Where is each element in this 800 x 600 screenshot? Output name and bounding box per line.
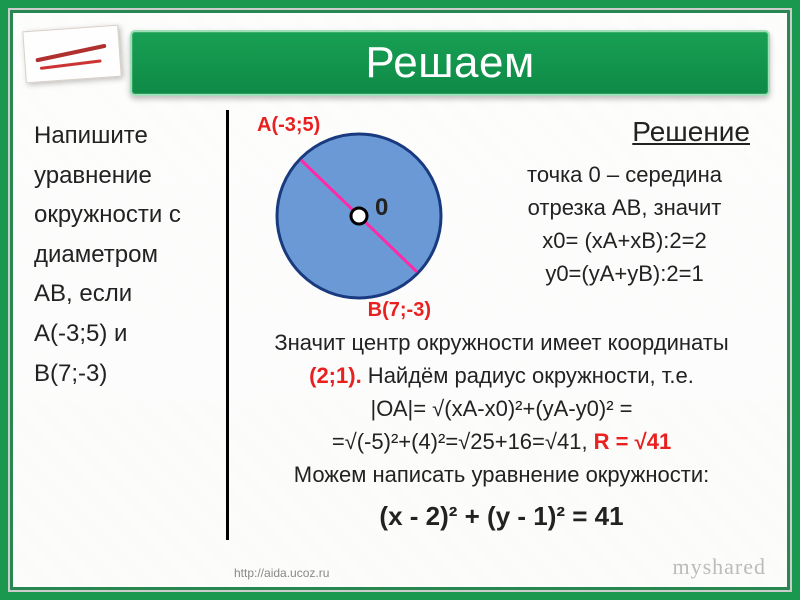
- solution-line: Значит центр окружности имеет координаты: [241, 326, 762, 359]
- center-label: 0: [375, 194, 388, 222]
- slide-title: Решаем: [365, 38, 534, 88]
- point-b-label: В(7;-3): [368, 299, 431, 322]
- solution-area: А(-3;5) 0 В(7;-3) Решение точка 0 – сере…: [237, 110, 770, 562]
- title-bar: Решаем: [130, 30, 770, 96]
- solution-line: (2;1). Найдём радиус окружности, т.е.: [241, 359, 762, 392]
- solution-line: Можем написать уравнение окружности:: [241, 458, 762, 491]
- problem-line: окружности с: [34, 195, 220, 235]
- radius-highlight: R = √41: [594, 429, 672, 454]
- problem-line: диаметром: [34, 235, 220, 275]
- solution-line: |ОА|= √(хА-х0)²+(уА-у0)² =: [241, 392, 762, 425]
- solution-bottom-lines: Значит центр окружности имеет координаты…: [241, 326, 762, 536]
- solution-line: у0=(уА+уВ):2=1: [487, 257, 762, 290]
- vertical-divider: [226, 110, 229, 540]
- circle-svg: [259, 116, 459, 316]
- problem-line: Напишите: [34, 116, 220, 156]
- coords-highlight: (2;1).: [309, 363, 362, 388]
- solution-line: точка 0 – середина: [487, 158, 762, 191]
- watermark: myshared: [672, 554, 766, 580]
- problem-line: В(7;-3): [34, 354, 220, 394]
- problem-line: А(-3;5) и: [34, 314, 220, 354]
- notepad-icon: [22, 25, 121, 84]
- solution-line: =√(-5)²+(4)²=√25+16=√41, R = √41: [241, 425, 762, 458]
- point-a-label: А(-3;5): [257, 114, 320, 137]
- solution-line: отрезка АВ, значит: [487, 191, 762, 224]
- footer-link: http://aida.ucoz.ru: [234, 566, 329, 580]
- circle-diagram: А(-3;5) 0 В(7;-3): [259, 116, 459, 316]
- solution-line: х0= (хА+хВ):2=2: [487, 224, 762, 257]
- final-equation: (х - 2)² + (у - 1)² = 41: [241, 497, 762, 536]
- solution-heading: Решение: [632, 116, 750, 148]
- problem-line: уравнение: [34, 156, 220, 196]
- slide-frame: Решаем Напишите уравнение окружности с д…: [8, 8, 792, 592]
- problem-text: Напишите уравнение окружности с диаметро…: [30, 110, 226, 562]
- content-area: Напишите уравнение окружности с диаметро…: [30, 110, 770, 562]
- problem-line: АВ, если: [34, 274, 220, 314]
- solution-top-lines: точка 0 – середина отрезка АВ, значит х0…: [487, 158, 762, 290]
